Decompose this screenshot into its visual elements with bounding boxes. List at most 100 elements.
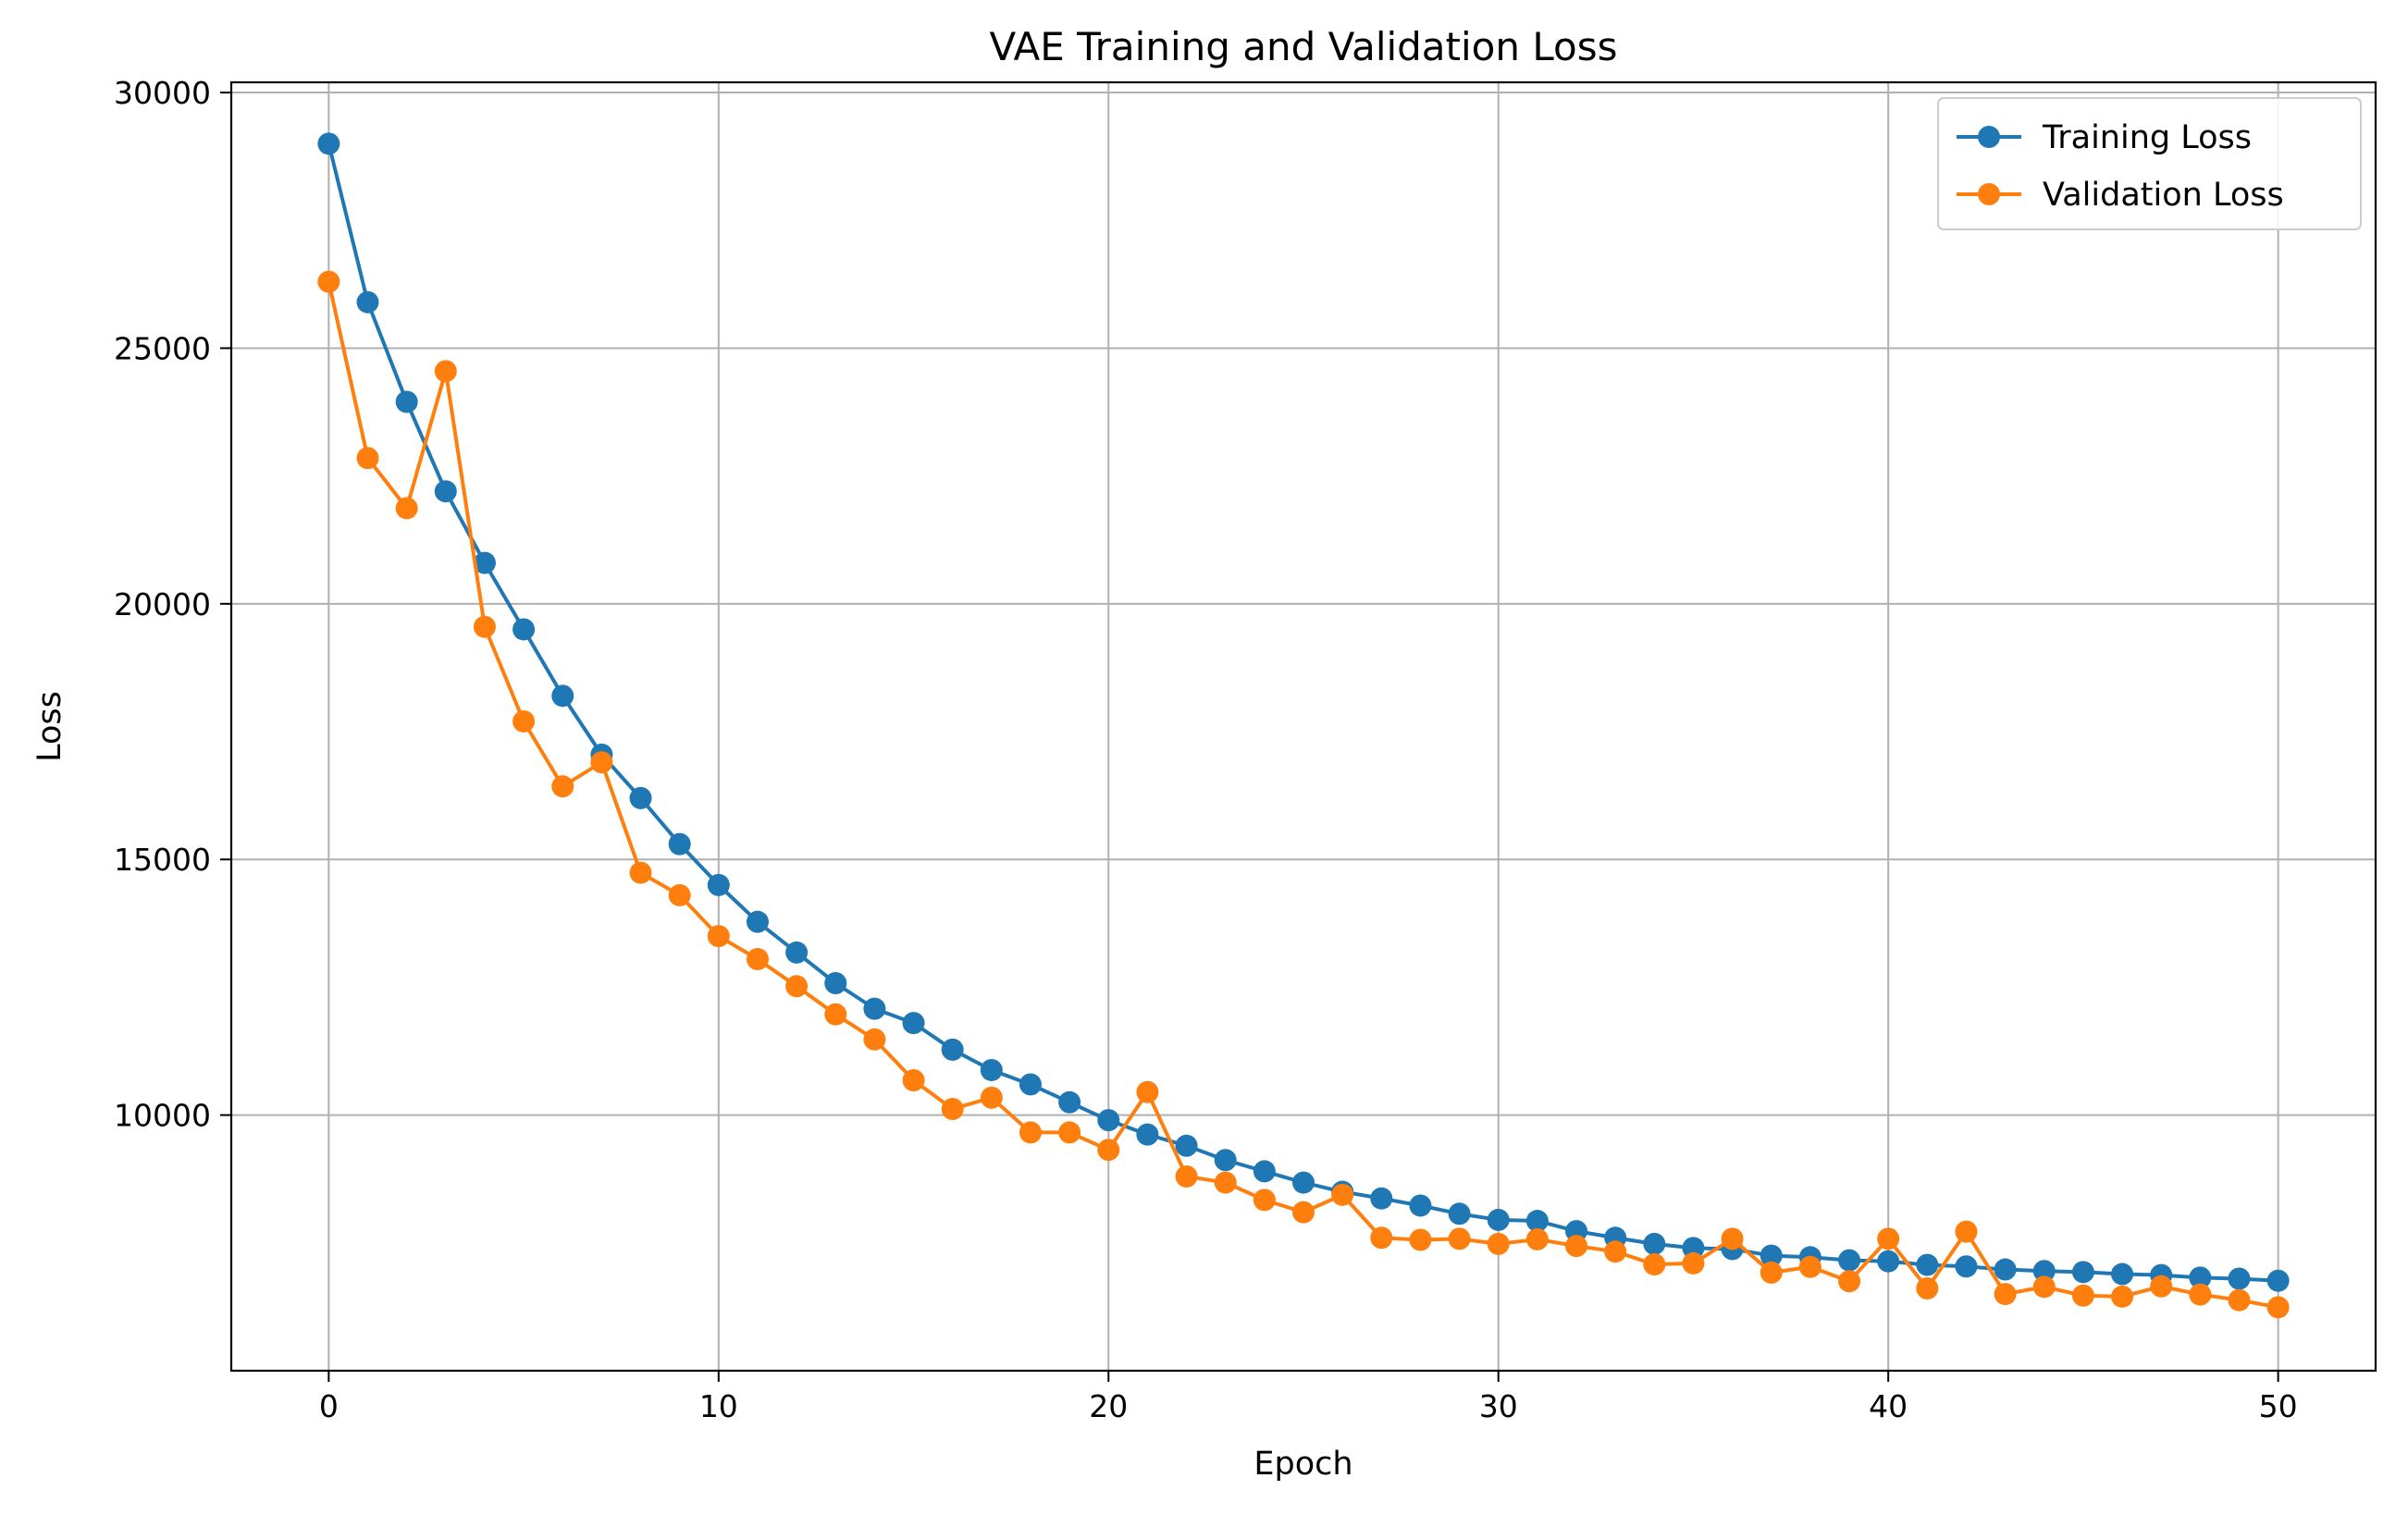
series-group	[317, 132, 2290, 1319]
data-point	[1175, 1134, 1198, 1157]
y-axis-label: Loss	[31, 691, 68, 762]
legend-item: Validation Loss	[1957, 177, 2284, 214]
data-point	[980, 1058, 1003, 1081]
data-point	[785, 941, 809, 964]
data-point	[863, 997, 886, 1020]
data-point	[1097, 1139, 1120, 1162]
data-point	[473, 551, 496, 574]
data-point	[2032, 1260, 2056, 1283]
data-point	[746, 910, 769, 933]
data-point	[629, 786, 652, 809]
x-tick-label: 10	[699, 1388, 738, 1424]
data-point	[317, 270, 340, 293]
data-point	[1370, 1187, 1393, 1210]
data-point	[1994, 1258, 2017, 1281]
data-point	[1292, 1201, 1315, 1224]
data-point	[2111, 1262, 2134, 1286]
data-point	[1331, 1183, 1354, 1206]
data-point	[863, 1028, 886, 1051]
data-point	[1955, 1220, 1978, 1243]
data-point	[2071, 1284, 2094, 1307]
data-point	[395, 497, 418, 520]
data-point	[941, 1038, 964, 1061]
data-point	[1370, 1226, 1393, 1250]
data-point	[824, 971, 847, 994]
y-tick-label: 20000	[114, 586, 211, 622]
x-tick-label: 0	[319, 1388, 339, 1424]
axis-ticks: 0 10 20 30 40 50 10000 15000 20000 25000 30000	[114, 75, 2298, 1424]
data-point	[902, 1069, 925, 1092]
data-point	[1643, 1253, 1666, 1276]
data-point	[1955, 1255, 1978, 1278]
data-point	[746, 948, 769, 971]
data-point	[1525, 1227, 1549, 1250]
legend-label: Training Loss	[2042, 119, 2252, 156]
data-point	[1019, 1121, 1042, 1144]
data-point	[1136, 1123, 1159, 1146]
data-point	[629, 861, 652, 884]
data-point	[980, 1086, 1003, 1109]
data-point	[1877, 1250, 1900, 1273]
data-point	[1214, 1171, 1237, 1194]
legend-box	[1937, 97, 2362, 230]
x-axis-label: Epoch	[1253, 1446, 1352, 1483]
data-point	[2032, 1275, 2056, 1299]
data-point	[1760, 1261, 1783, 1284]
data-point	[551, 775, 574, 798]
data-point	[1292, 1171, 1315, 1194]
data-point	[473, 615, 496, 638]
data-point	[1721, 1227, 1744, 1250]
data-point	[824, 1003, 847, 1026]
legend-item: Training Loss	[1957, 119, 2252, 156]
data-point	[317, 132, 340, 155]
data-point	[1253, 1189, 1276, 1212]
data-point	[1097, 1109, 1120, 1132]
data-point	[1448, 1227, 1471, 1250]
data-point	[1175, 1164, 1198, 1188]
x-tick-label: 50	[2259, 1388, 2298, 1424]
data-point	[2189, 1266, 2212, 1289]
data-point	[1253, 1160, 1276, 1183]
data-point	[1643, 1232, 1666, 1255]
x-tick-label: 40	[1869, 1388, 1908, 1424]
data-point	[1604, 1240, 1627, 1263]
data-point	[1058, 1121, 1081, 1144]
data-point	[551, 684, 574, 708]
data-point	[356, 290, 379, 314]
data-point	[395, 390, 418, 413]
data-point	[707, 873, 730, 896]
data-point	[512, 709, 536, 733]
data-point	[590, 751, 613, 774]
legend-marker	[1978, 183, 2000, 205]
data-point	[1838, 1270, 1861, 1293]
data-point	[668, 883, 691, 906]
data-point	[2189, 1283, 2212, 1306]
data-point	[1487, 1232, 1510, 1255]
data-point	[434, 480, 457, 503]
plot-frame	[229, 80, 2377, 1373]
data-point	[707, 925, 730, 948]
data-point	[1682, 1251, 1705, 1275]
legend: Training Loss Validation Loss	[1937, 97, 2362, 230]
data-point	[434, 360, 457, 383]
x-tick-label: 20	[1089, 1388, 1128, 1424]
y-tick-label: 10000	[114, 1098, 211, 1134]
data-point	[2150, 1275, 2173, 1298]
data-point	[1409, 1194, 1432, 1217]
y-tick-label: 15000	[114, 842, 211, 878]
data-point	[1838, 1249, 1861, 1272]
data-point	[2071, 1261, 2094, 1284]
data-point	[1916, 1277, 1939, 1300]
data-point	[1994, 1283, 2017, 1306]
legend-marker	[1978, 126, 2000, 148]
data-point	[1448, 1202, 1471, 1226]
data-point	[1487, 1208, 1510, 1231]
data-point	[512, 618, 536, 641]
data-point	[2228, 1288, 2251, 1312]
data-point	[1214, 1149, 1237, 1172]
series-validation-loss	[317, 270, 2290, 1319]
data-point	[1682, 1237, 1705, 1260]
data-point	[1136, 1080, 1159, 1103]
data-point	[668, 832, 691, 856]
